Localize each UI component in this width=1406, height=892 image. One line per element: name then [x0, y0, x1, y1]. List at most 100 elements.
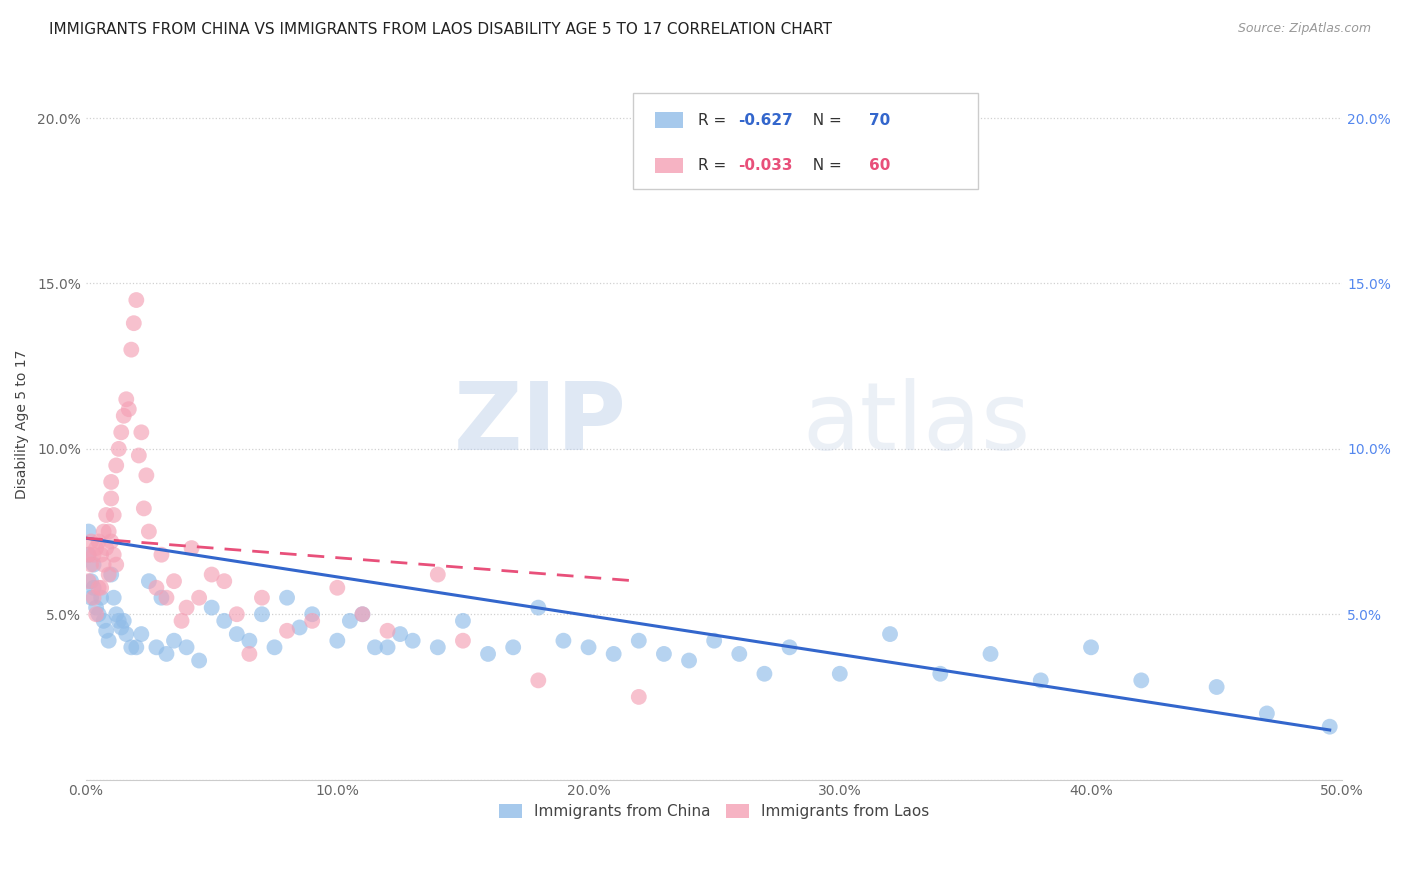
Point — [100, 534, 122, 549]
Point — [80, 591, 103, 605]
Point — [118, 402, 141, 417]
Point — [110, 620, 132, 634]
Point — [125, 640, 148, 655]
Point — [77, 548, 100, 562]
Point — [107, 614, 129, 628]
Point — [115, 392, 138, 407]
Point — [83, 558, 105, 572]
Point — [477, 647, 499, 661]
Point — [1130, 673, 1153, 688]
Point — [93, 524, 115, 539]
Point — [170, 614, 193, 628]
Point — [1256, 706, 1278, 721]
Point — [120, 640, 142, 655]
Text: R =: R = — [697, 158, 731, 173]
Point — [301, 607, 323, 622]
Point — [377, 624, 399, 638]
Point — [176, 640, 198, 655]
Point — [180, 541, 202, 555]
Point — [1080, 640, 1102, 655]
Point — [703, 633, 725, 648]
Point — [502, 640, 524, 655]
Point — [326, 633, 349, 648]
Point — [97, 567, 120, 582]
Text: ZIP: ZIP — [453, 378, 626, 470]
Point — [1029, 673, 1052, 688]
Point — [301, 614, 323, 628]
Point — [97, 524, 120, 539]
Point — [929, 666, 952, 681]
Point — [627, 633, 650, 648]
Text: 70: 70 — [869, 112, 890, 128]
Point — [90, 591, 112, 605]
Y-axis label: Disability Age 5 to 17: Disability Age 5 to 17 — [15, 350, 30, 499]
Point — [754, 666, 776, 681]
Point — [426, 567, 449, 582]
Point — [110, 425, 132, 440]
Point — [188, 654, 211, 668]
Point — [120, 343, 142, 357]
Point — [201, 567, 224, 582]
Text: R =: R = — [697, 112, 731, 128]
Point — [77, 548, 100, 562]
Point — [1319, 720, 1341, 734]
Point — [135, 468, 157, 483]
Point — [138, 574, 160, 589]
Point — [138, 524, 160, 539]
Point — [377, 640, 399, 655]
Point — [163, 574, 186, 589]
Point — [103, 548, 125, 562]
Point — [276, 591, 298, 605]
Point — [155, 647, 177, 661]
Point — [238, 647, 260, 661]
Point — [83, 581, 105, 595]
Point — [77, 524, 100, 539]
Point — [96, 624, 118, 638]
Point — [83, 548, 105, 562]
Point — [122, 316, 145, 330]
Point — [201, 600, 224, 615]
Point — [728, 647, 751, 661]
Legend: Immigrants from China, Immigrants from Laos: Immigrants from China, Immigrants from L… — [494, 797, 935, 825]
Point — [131, 425, 153, 440]
Text: N =: N = — [803, 112, 846, 128]
FancyBboxPatch shape — [633, 94, 979, 189]
Point — [578, 640, 600, 655]
Point — [132, 501, 155, 516]
Text: IMMIGRANTS FROM CHINA VS IMMIGRANTS FROM LAOS DISABILITY AGE 5 TO 17 CORRELATION: IMMIGRANTS FROM CHINA VS IMMIGRANTS FROM… — [49, 22, 832, 37]
Point — [627, 690, 650, 704]
Point — [103, 508, 125, 522]
Point — [980, 647, 1002, 661]
Point — [97, 633, 120, 648]
Point — [553, 633, 575, 648]
Point — [87, 607, 110, 622]
Text: 60: 60 — [869, 158, 890, 173]
Point — [602, 647, 624, 661]
Point — [652, 647, 675, 661]
FancyBboxPatch shape — [655, 158, 683, 173]
Point — [1205, 680, 1227, 694]
Point — [96, 508, 118, 522]
FancyBboxPatch shape — [655, 112, 683, 128]
Point — [83, 591, 105, 605]
Point — [212, 614, 235, 628]
Point — [105, 558, 128, 572]
Point — [87, 581, 110, 595]
Point — [96, 541, 118, 555]
Point — [90, 548, 112, 562]
Point — [188, 591, 211, 605]
Point — [128, 449, 150, 463]
Text: N =: N = — [803, 158, 846, 173]
Point — [828, 666, 851, 681]
Point — [163, 633, 186, 648]
Point — [80, 534, 103, 549]
Text: atlas: atlas — [801, 378, 1031, 470]
Point — [250, 607, 273, 622]
Point — [93, 558, 115, 572]
Point — [145, 640, 167, 655]
Point — [389, 627, 412, 641]
Point — [250, 591, 273, 605]
Point — [105, 458, 128, 473]
Point — [155, 591, 177, 605]
Point — [527, 673, 550, 688]
